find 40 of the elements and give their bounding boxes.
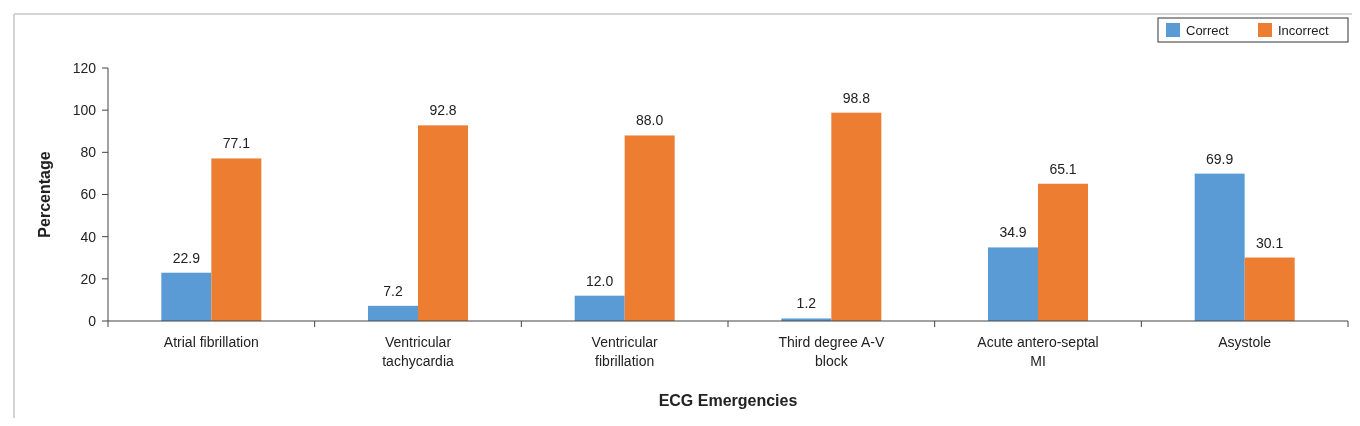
data-label: 22.9 [172, 249, 201, 266]
x-tick-label: Acute antero-septal MI [977, 334, 1099, 369]
data-label: 34.9 [999, 224, 1027, 241]
y-tick-label: 100 [72, 102, 97, 119]
bar [211, 158, 262, 321]
bar [624, 135, 675, 321]
data-label: 30.1 [1256, 234, 1284, 251]
bar [1244, 257, 1295, 321]
bar [574, 295, 625, 321]
bar [1194, 173, 1245, 321]
bar [988, 247, 1038, 321]
x-tick-label: Third degree A-V block [778, 334, 885, 369]
y-axis-title: Percentage [36, 151, 53, 238]
x-axis-title: ECG Emergencies [658, 392, 798, 409]
legend-label: Correct [1186, 22, 1230, 38]
y-tick-label: 60 [80, 186, 97, 203]
data-label: 69.9 [1206, 150, 1234, 167]
data-label: 77.1 [222, 135, 251, 152]
data-label: 98.8 [842, 89, 871, 106]
data-label: 1.2 [796, 295, 817, 312]
data-label: 88.0 [636, 112, 664, 129]
y-tick-label: 40 [80, 228, 97, 245]
data-label: 12.0 [586, 272, 614, 289]
x-tick-label: Ventricular fibrillation [591, 334, 659, 369]
bar [831, 112, 882, 321]
bar [1038, 183, 1088, 321]
y-tick-label: 0 [88, 312, 97, 329]
legend-label: Incorrect [1278, 22, 1329, 38]
y-tick-label: 20 [80, 270, 97, 287]
y-tick-label: 120 [72, 59, 97, 76]
data-label: 65.1 [1049, 160, 1077, 177]
y-tick-label: 80 [80, 144, 97, 161]
x-tick-label: Atrial fibrillation [163, 334, 259, 350]
data-label: 92.8 [429, 102, 457, 119]
bar [418, 125, 468, 321]
bar [368, 305, 418, 321]
data-label: 7.2 [383, 282, 403, 299]
bar [161, 272, 212, 321]
x-tick-label: Ventricular tachycardia [382, 334, 455, 369]
x-tick-label: Asystole [1218, 334, 1272, 350]
